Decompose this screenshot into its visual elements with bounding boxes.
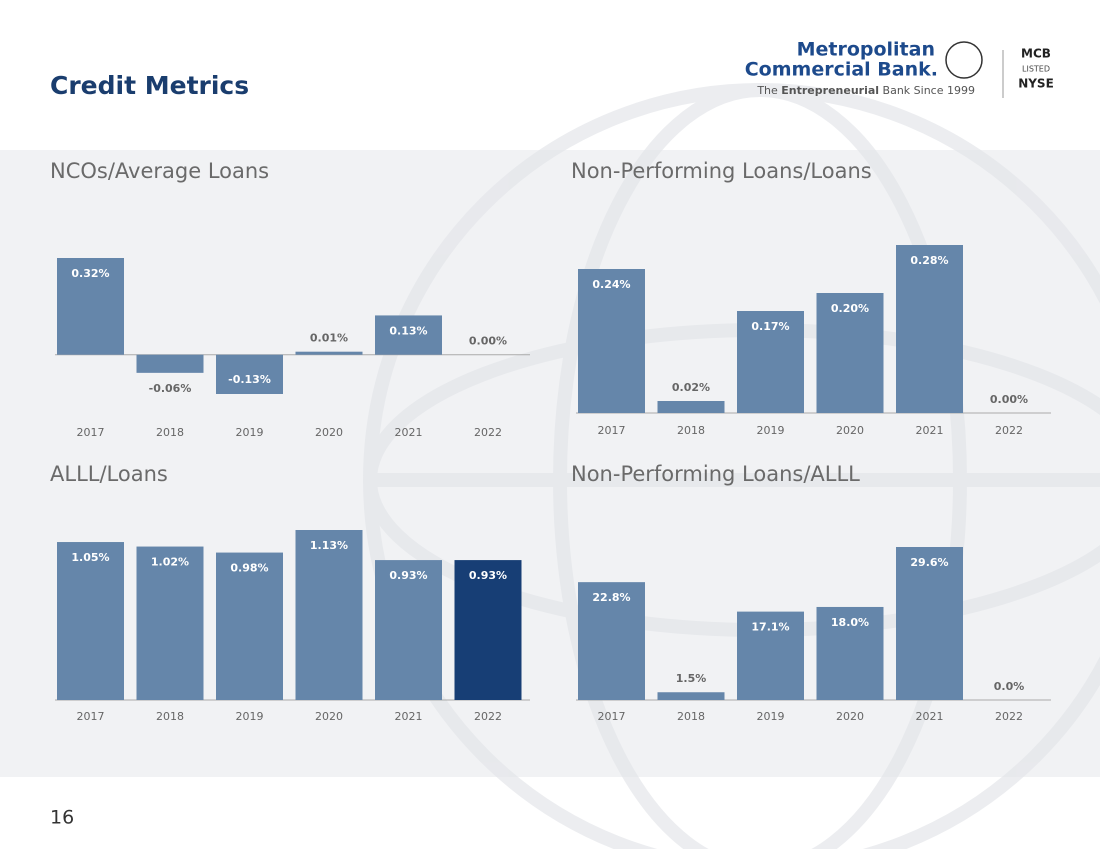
value-label: 22.8% bbox=[592, 591, 630, 604]
logo-line: Commercial Bank. bbox=[745, 59, 938, 81]
value-label: 0.02% bbox=[672, 381, 710, 394]
bar bbox=[57, 258, 124, 355]
value-label: 0.93% bbox=[469, 569, 507, 582]
value-label: 0.32% bbox=[71, 267, 109, 280]
value-label: 0.93% bbox=[389, 569, 427, 582]
page-title: Credit Metrics bbox=[50, 71, 249, 100]
logo-line: Metropolitan bbox=[797, 39, 935, 61]
value-label: 0.28% bbox=[910, 254, 948, 267]
x-tick-label: 2022 bbox=[995, 424, 1023, 437]
tagline: The Entrepreneurial Bank Since 1999 bbox=[756, 84, 975, 97]
x-tick-label: 2020 bbox=[315, 710, 343, 723]
value-label: 1.02% bbox=[151, 556, 189, 569]
bar bbox=[737, 611, 804, 700]
x-tick-label: 2022 bbox=[474, 710, 502, 723]
page-number: 16 bbox=[50, 807, 74, 829]
bar bbox=[578, 269, 645, 413]
x-tick-label: 2018 bbox=[156, 710, 184, 723]
badge: MCB bbox=[1021, 47, 1051, 61]
x-tick-label: 2020 bbox=[315, 426, 343, 439]
bar bbox=[216, 354, 283, 394]
bar bbox=[136, 546, 204, 700]
tagline-part: The bbox=[756, 84, 781, 97]
x-tick-label: 2018 bbox=[677, 424, 705, 437]
x-tick-label: 2019 bbox=[757, 424, 785, 437]
bar bbox=[896, 547, 963, 700]
x-tick-label: 2019 bbox=[757, 710, 785, 723]
chart-title: Non-Performing Loans/ALLL bbox=[571, 462, 860, 486]
bar bbox=[816, 293, 884, 413]
chart-title: ALLL/Loans bbox=[50, 462, 168, 486]
bar bbox=[737, 311, 804, 413]
x-tick-label: 2018 bbox=[156, 426, 184, 439]
logo-icon bbox=[945, 41, 983, 79]
chart-title: Non-Performing Loans/Loans bbox=[571, 159, 872, 183]
x-tick-label: 2020 bbox=[836, 710, 864, 723]
x-tick-label: 2017 bbox=[598, 710, 626, 723]
bar bbox=[896, 245, 963, 413]
x-tick-label: 2021 bbox=[395, 426, 423, 439]
bar bbox=[136, 354, 204, 373]
value-label: 0.00% bbox=[469, 335, 507, 348]
x-tick-label: 2017 bbox=[598, 424, 626, 437]
value-label: 0.17% bbox=[751, 320, 789, 333]
x-tick-label: 2019 bbox=[236, 710, 264, 723]
badge: NYSE bbox=[1018, 77, 1054, 91]
x-tick-label: 2021 bbox=[916, 424, 944, 437]
x-tick-label: 2022 bbox=[995, 710, 1023, 723]
bar bbox=[375, 315, 442, 355]
value-label: -0.13% bbox=[228, 373, 271, 386]
x-tick-label: 2017 bbox=[77, 426, 105, 439]
value-label: 29.6% bbox=[910, 556, 948, 569]
value-label: 1.05% bbox=[71, 551, 109, 564]
tagline-part: Entrepreneurial bbox=[781, 84, 879, 97]
x-tick-label: 2019 bbox=[236, 426, 264, 439]
bar bbox=[216, 552, 283, 700]
value-label: 0.20% bbox=[831, 302, 869, 315]
bar bbox=[295, 530, 363, 700]
value-label: 18.0% bbox=[831, 616, 869, 629]
value-label: 17.1% bbox=[751, 621, 789, 634]
bar bbox=[657, 401, 725, 413]
x-tick-label: 2021 bbox=[916, 710, 944, 723]
bar bbox=[578, 582, 645, 700]
bar bbox=[816, 606, 884, 700]
bar bbox=[375, 560, 442, 700]
value-label: 1.13% bbox=[310, 539, 348, 552]
value-label: 1.5% bbox=[676, 672, 707, 685]
bar bbox=[657, 692, 725, 700]
x-tick-label: 2020 bbox=[836, 424, 864, 437]
bar bbox=[454, 560, 522, 700]
x-tick-label: 2021 bbox=[395, 710, 423, 723]
value-label: 0.0% bbox=[994, 680, 1025, 693]
x-tick-label: 2022 bbox=[474, 426, 502, 439]
x-tick-label: 2018 bbox=[677, 710, 705, 723]
value-label: 0.13% bbox=[389, 324, 427, 337]
value-label: -0.06% bbox=[149, 382, 192, 395]
value-label: 0.01% bbox=[310, 332, 348, 345]
value-label: 0.98% bbox=[230, 562, 268, 575]
badge: LISTED bbox=[1022, 65, 1050, 74]
bar bbox=[295, 351, 363, 355]
chart-title: NCOs/Average Loans bbox=[50, 159, 269, 183]
value-label: 0.00% bbox=[990, 393, 1028, 406]
x-tick-label: 2017 bbox=[77, 710, 105, 723]
bar bbox=[57, 542, 124, 700]
value-label: 0.24% bbox=[592, 278, 630, 291]
tagline-part: Bank Since 1999 bbox=[879, 84, 975, 97]
